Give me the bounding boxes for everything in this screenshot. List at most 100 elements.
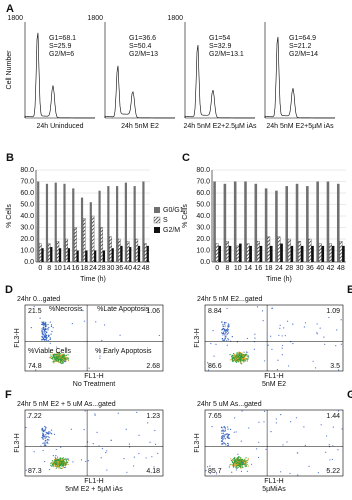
event-dot xyxy=(206,466,209,468)
event-dot xyxy=(224,325,226,327)
stat-s: S=50.4 xyxy=(129,43,151,50)
bar xyxy=(295,183,299,262)
bar xyxy=(336,183,340,262)
event-dot xyxy=(228,433,230,436)
event-dot xyxy=(42,429,44,431)
event-dot xyxy=(94,414,96,416)
event-dot xyxy=(240,440,242,442)
event-dot xyxy=(48,326,50,329)
event-dot xyxy=(246,360,248,362)
event-dot xyxy=(63,355,66,357)
y-tick-label: 80.0 xyxy=(196,167,210,174)
event-dot xyxy=(57,461,59,463)
event-dot xyxy=(234,353,236,355)
quadrant-ll: 85.7 xyxy=(208,468,222,475)
event-dot xyxy=(235,355,237,357)
event-dot xyxy=(106,469,108,471)
x-tick-label: 14 xyxy=(63,265,71,272)
event-dot xyxy=(44,334,46,336)
bar xyxy=(124,182,127,262)
event-dot xyxy=(221,430,223,432)
event-dot xyxy=(226,329,228,331)
event-dot xyxy=(238,465,240,468)
event-dot xyxy=(221,443,223,445)
event-dot xyxy=(245,358,247,360)
quadrant-lr: 4.18 xyxy=(146,468,160,475)
x-tick-label: 16 xyxy=(254,265,262,272)
bar xyxy=(146,245,149,262)
event-dot xyxy=(242,463,245,465)
event-dot xyxy=(215,343,217,346)
bar xyxy=(111,248,114,262)
bar xyxy=(74,227,77,263)
event-dot xyxy=(44,437,46,439)
bar xyxy=(342,245,345,262)
event-dot xyxy=(50,429,53,431)
event-dot xyxy=(154,429,156,432)
event-dot xyxy=(55,353,57,355)
event-dot xyxy=(60,458,63,460)
x-tick-label: 0 xyxy=(38,265,42,272)
event-dot xyxy=(235,431,237,433)
panel-label: D xyxy=(5,284,13,296)
event-dot xyxy=(235,464,237,466)
event-dot xyxy=(138,434,140,436)
bar xyxy=(259,245,263,262)
event-dot xyxy=(236,462,238,464)
event-dot xyxy=(324,343,326,345)
event-dot xyxy=(238,456,241,458)
bar xyxy=(144,243,147,263)
x-tick-label: 40 xyxy=(124,265,132,272)
event-dot xyxy=(312,360,314,362)
event-dot xyxy=(329,459,331,461)
event-dot xyxy=(308,465,310,467)
event-dot xyxy=(44,336,46,338)
event-dot xyxy=(227,435,229,438)
bar xyxy=(339,241,343,263)
stat-s: S=32.9 xyxy=(209,43,231,50)
event-dot xyxy=(43,335,45,337)
event-dot xyxy=(236,356,238,358)
event-dot xyxy=(60,357,62,359)
stat-g1: G1=64.9 xyxy=(289,35,316,42)
stat-g2m: G2/M=13 xyxy=(129,51,158,58)
event-dot xyxy=(52,454,54,457)
quadrant-ur: 1.23 xyxy=(146,413,160,420)
event-dot xyxy=(64,462,66,464)
event-dot xyxy=(227,437,230,439)
event-dot xyxy=(41,335,43,337)
y-tick-label: 0.0 xyxy=(24,259,34,266)
event-dot xyxy=(211,426,213,428)
bar xyxy=(298,241,302,263)
event-dot xyxy=(47,329,49,331)
event-dot xyxy=(215,473,218,475)
event-dot xyxy=(43,430,45,432)
event-dot xyxy=(237,360,239,362)
event-dot xyxy=(231,355,233,357)
y-axis-label: % Cells xyxy=(182,204,189,228)
event-dot xyxy=(41,323,43,326)
event-dot xyxy=(51,460,54,462)
stat-g1: G1=68.1 xyxy=(49,35,76,42)
event-dot xyxy=(224,334,226,336)
event-dot xyxy=(49,431,51,433)
event-dot xyxy=(88,367,90,369)
panel-label: F xyxy=(5,389,12,401)
bar xyxy=(300,245,304,262)
event-dot xyxy=(55,448,57,451)
event-dot xyxy=(209,472,211,474)
event-dot xyxy=(229,437,231,439)
event-dot xyxy=(57,358,59,360)
event-dot xyxy=(58,352,60,355)
caption: 5nM E2 xyxy=(262,381,286,388)
event-dot xyxy=(235,465,237,467)
event-dot xyxy=(65,359,67,361)
quadrant-ur: 1.06 xyxy=(146,308,160,315)
event-dot xyxy=(337,410,339,412)
event-dot xyxy=(253,348,255,350)
x-tick-label: 24 xyxy=(275,265,283,272)
bar xyxy=(254,183,258,262)
event-dot xyxy=(41,429,43,431)
event-dot xyxy=(236,463,238,466)
bar xyxy=(290,245,294,262)
